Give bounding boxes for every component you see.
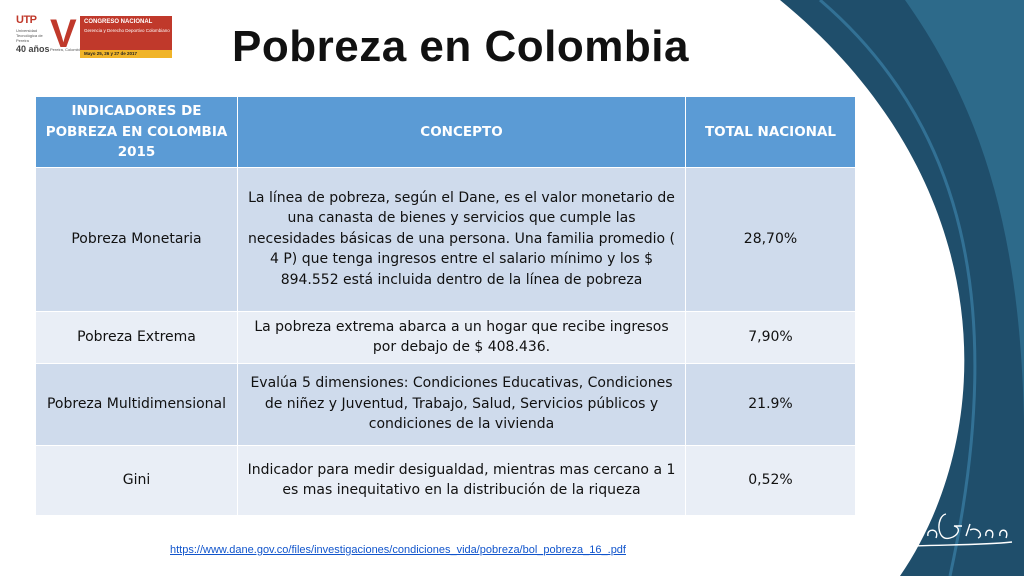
header-indicators: INDICADORES DE POBREZA EN COLOMBIA 2015	[35, 96, 238, 168]
utp-logo-subtitle: Universidad Tecnológica de Pereira	[16, 28, 43, 43]
author-signature	[866, 506, 1016, 561]
row-indicator: Pobreza Monetaria	[35, 166, 238, 312]
table-row: Pobreza Multidimensional Evalúa 5 dimens…	[35, 362, 856, 446]
congress-dates-bar: Mayo 25, 26 y 27 de 2017	[80, 50, 172, 58]
dark-swoosh	[780, 0, 1024, 576]
row-concept: Indicador para medir desigualdad, mientr…	[237, 444, 686, 516]
roman-numeral-v: V	[50, 12, 77, 56]
header-total: TOTAL NACIONAL	[685, 96, 856, 168]
banner-title: CONGRESO NACIONAL	[84, 19, 153, 25]
source-link[interactable]: https://www.dane.gov.co/files/investigac…	[170, 544, 626, 556]
congress-banner: CONGRESO NACIONAL Gerencia y Derecho Dep…	[80, 16, 172, 50]
anniversary-years: 40 años	[16, 44, 50, 54]
congress-logo: UTP Universidad Tecnológica de Pereira 4…	[14, 12, 172, 58]
swoosh-line	[819, 0, 977, 576]
signature-graphic	[871, 513, 1013, 549]
header-concept: CONCEPTO	[237, 96, 686, 168]
row-indicator: Pobreza Extrema	[35, 310, 238, 364]
row-total: 21.9%	[685, 362, 856, 446]
table-row: Pobreza Extrema La pobreza extrema abarc…	[35, 310, 856, 364]
table-row: Gini Indicador para medir desigualdad, m…	[35, 444, 856, 516]
logo-city: Pereira, Colombia	[50, 47, 83, 52]
row-concept: La pobreza extrema abarca a un hogar que…	[237, 310, 686, 364]
utp-logo: UTP Universidad Tecnológica de Pereira 4…	[14, 12, 50, 56]
signature-stroke	[871, 513, 1013, 549]
row-total: 0,52%	[685, 444, 856, 516]
row-concept: La línea de pobreza, según el Dane, es e…	[237, 166, 686, 312]
row-concept: Evalúa 5 dimensiones: Condiciones Educat…	[237, 362, 686, 446]
row-indicator: Gini	[35, 444, 238, 516]
table-row: Pobreza Monetaria La línea de pobreza, s…	[35, 166, 856, 312]
poverty-indicators-table: INDICADORES DE POBREZA EN COLOMBIA 2015 …	[35, 96, 856, 516]
light-swoosh	[905, 0, 1024, 420]
banner-subtitle: Gerencia y Derecho Deportivo Colombiano	[84, 28, 170, 33]
row-indicator: Pobreza Multidimensional	[35, 362, 238, 446]
row-total: 28,70%	[685, 166, 856, 312]
congress-dates: Mayo 25, 26 y 27 de 2017	[84, 51, 138, 56]
utp-logo-text: UTP	[16, 14, 37, 26]
row-total: 7,90%	[685, 310, 856, 364]
table-header-row: INDICADORES DE POBREZA EN COLOMBIA 2015 …	[35, 96, 856, 168]
page-title: Pobreza en Colombia	[232, 22, 689, 71]
